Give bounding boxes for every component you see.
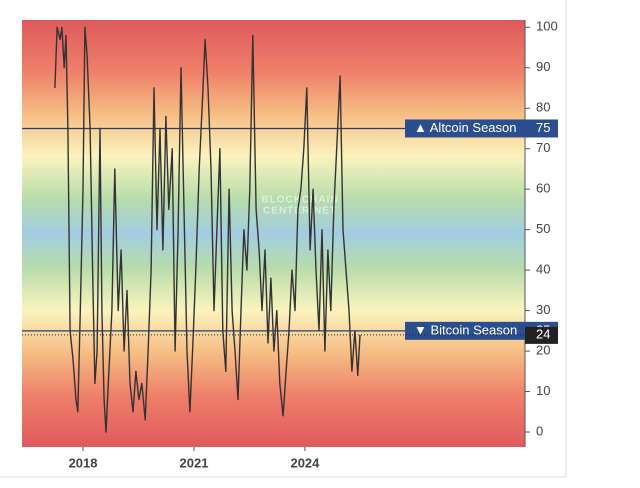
y-tick-label: 0 (536, 423, 543, 438)
index-line (54, 26, 361, 433)
watermark: CENTER.NET (263, 206, 337, 217)
plot-background (22, 20, 525, 447)
y-tick-label: 80 (536, 100, 550, 115)
y-tick-label: 70 (536, 140, 550, 155)
y-tick-label: 100 (536, 19, 558, 34)
reference-value: 75 (536, 120, 550, 135)
reference-label: ▲ Altcoin Season (414, 120, 516, 135)
y-tick-label: 40 (536, 262, 550, 277)
y-tick-label: 30 (536, 302, 550, 317)
reference-badge (405, 119, 558, 138)
y-tick-label: 60 (536, 181, 550, 196)
y-tick-label: 10 (536, 383, 550, 398)
y-tick-label: 20 (536, 343, 550, 358)
x-tick-label: 2021 (180, 455, 209, 470)
x-tick-label: 2024 (290, 455, 320, 470)
current-value-label: 24 (536, 326, 550, 341)
y-tick-label: 90 (536, 59, 550, 74)
x-tick-label: 2018 (69, 455, 98, 470)
y-tick-label: 50 (536, 221, 550, 236)
reference-badge (405, 321, 558, 340)
reference-label: ▼ Bitcoin Season (414, 322, 517, 337)
current-value-badge (525, 326, 558, 344)
